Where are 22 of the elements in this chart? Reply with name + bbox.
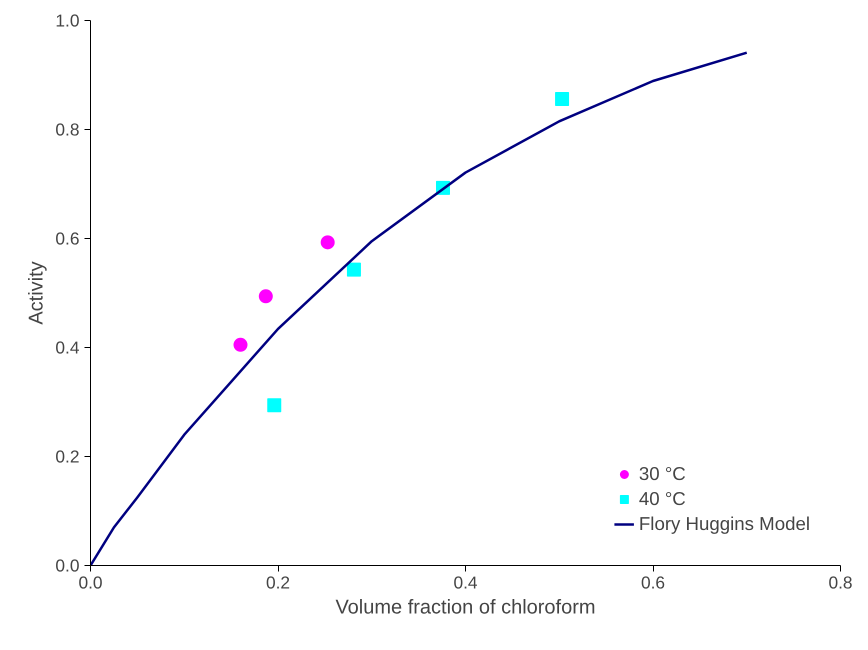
- point: [346, 262, 361, 277]
- point: [234, 338, 248, 352]
- y-tick-label: 0.8: [55, 120, 80, 140]
- point: [258, 289, 273, 304]
- point: [555, 92, 570, 106]
- x-tick-label: 0.0: [78, 572, 103, 592]
- x-axis-title: Volume fraction of chloroform: [335, 596, 596, 618]
- legend-label: 30 °C: [638, 463, 686, 485]
- y-tick-label: 0.2: [55, 446, 80, 466]
- y-tick-label: 0.6: [55, 228, 80, 248]
- y-tick-label: 0.4: [55, 338, 80, 358]
- y-tick-label: 0.0: [55, 556, 80, 576]
- point: [267, 398, 282, 412]
- y-axis-title: Activity: [25, 261, 48, 325]
- x-tick-label: 0.2: [266, 572, 290, 592]
- y-tick-label: 1.0: [55, 10, 80, 30]
- legend-label: 40 °C: [638, 488, 686, 510]
- point: [320, 235, 335, 250]
- x-tick-label: 0.8: [828, 572, 853, 592]
- legend-label: Flory Huggins Model: [638, 513, 810, 535]
- x-tick-label: 0.6: [640, 572, 666, 592]
- x-tick-label: 0.4: [453, 572, 478, 592]
